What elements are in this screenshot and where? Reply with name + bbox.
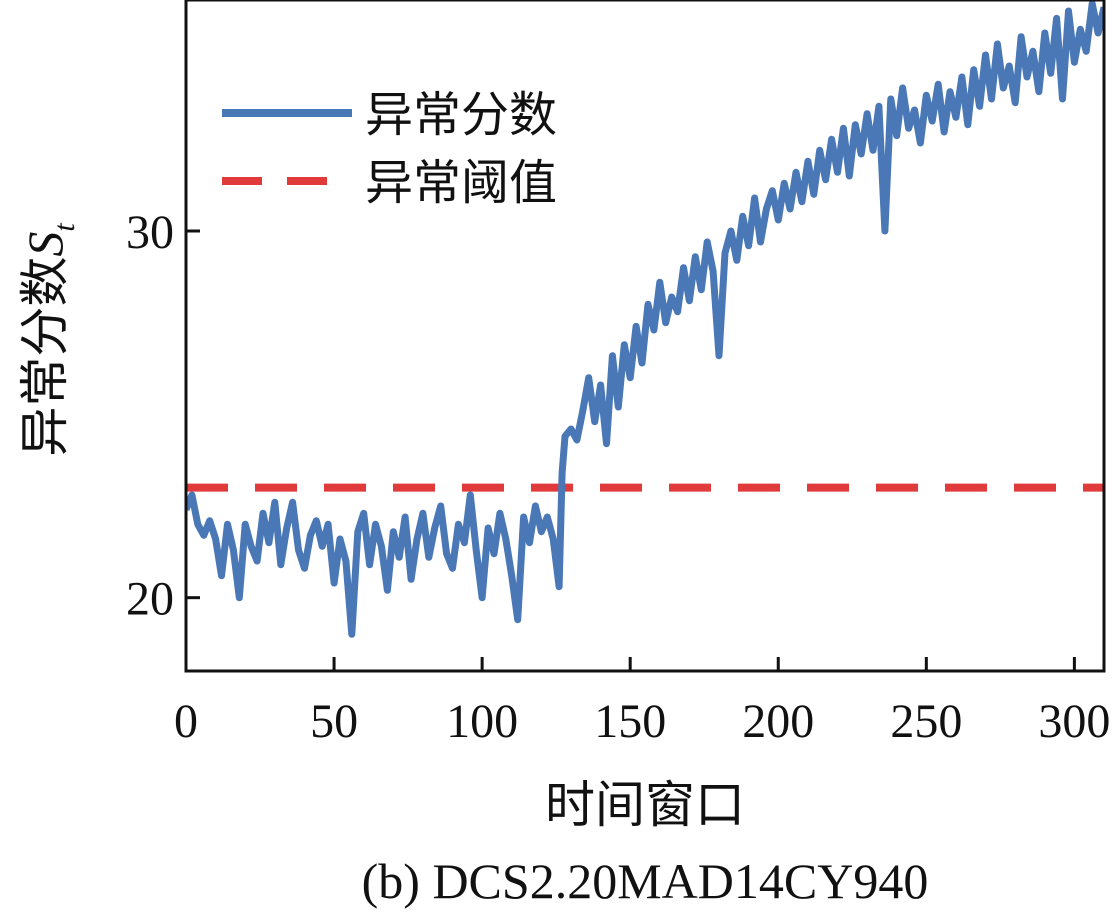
y-axis-title-text: 异常分数 [16, 257, 74, 457]
y-tick-label: 20 [126, 573, 174, 626]
legend-label-score: 异常分数 [365, 87, 557, 143]
x-tick-label: 150 [594, 695, 666, 748]
legend-label-threshold: 异常阈值 [365, 155, 557, 211]
x-axis-title: 时间窗口 [545, 776, 745, 834]
score-line [186, 0, 1104, 638]
legend: 异常分数 异常阈值 [222, 87, 557, 211]
x-tick-label: 50 [310, 695, 358, 748]
x-tick-label: 300 [1038, 695, 1110, 748]
y-axis-title: 异常分数St [16, 223, 81, 457]
x-tick-label: 100 [446, 695, 518, 748]
x-tick-label: 0 [174, 695, 198, 748]
x-tick-label: 250 [890, 695, 962, 748]
y-axis-title-subscript: t [48, 223, 81, 232]
plot-frame [184, 0, 1106, 673]
y-axis-title-symbol: S [17, 232, 73, 257]
y-tick-label: 30 [126, 206, 174, 259]
x-tick-label: 200 [742, 695, 814, 748]
figure-caption: (b) DCS2.20MAD14CY940 [362, 853, 929, 909]
